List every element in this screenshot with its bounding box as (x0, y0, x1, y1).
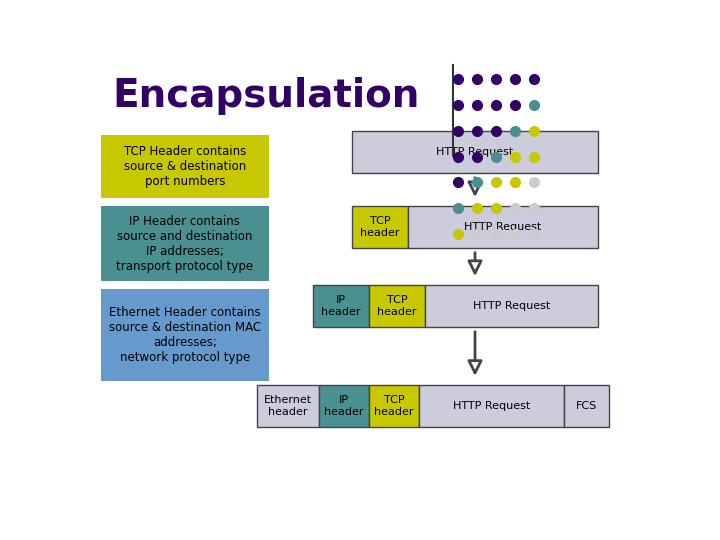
FancyBboxPatch shape (101, 206, 269, 281)
FancyBboxPatch shape (369, 385, 419, 427)
FancyBboxPatch shape (564, 385, 609, 427)
FancyBboxPatch shape (352, 206, 408, 248)
Text: IP
header: IP header (324, 395, 364, 416)
FancyBboxPatch shape (419, 385, 564, 427)
Text: IP Header contains
source and destination
IP addresses;
transport protocol type: IP Header contains source and destinatio… (117, 214, 253, 273)
FancyBboxPatch shape (408, 206, 598, 248)
Text: TCP
header: TCP header (377, 295, 417, 317)
Text: FCS: FCS (576, 401, 598, 411)
FancyBboxPatch shape (369, 285, 425, 327)
FancyBboxPatch shape (313, 285, 369, 327)
FancyBboxPatch shape (101, 136, 269, 198)
Text: Encapsulation: Encapsulation (112, 77, 420, 115)
Text: HTTP Request: HTTP Request (436, 147, 513, 157)
FancyBboxPatch shape (101, 289, 269, 381)
Text: TCP Header contains
source & destination
port numbers: TCP Header contains source & destination… (124, 145, 246, 188)
Text: IP
header: IP header (321, 295, 361, 317)
Text: HTTP Request: HTTP Request (464, 222, 541, 232)
FancyBboxPatch shape (258, 385, 319, 427)
Text: Ethernet
header: Ethernet header (264, 395, 312, 416)
Text: HTTP Request: HTTP Request (472, 301, 550, 311)
FancyBboxPatch shape (319, 385, 369, 427)
Text: TCP
header: TCP header (374, 395, 414, 416)
Text: HTTP Request: HTTP Request (453, 401, 531, 411)
FancyBboxPatch shape (352, 131, 598, 173)
FancyBboxPatch shape (425, 285, 598, 327)
Text: Ethernet Header contains
source & destination MAC
addresses;
network protocol ty: Ethernet Header contains source & destin… (109, 306, 261, 364)
Text: TCP
header: TCP header (361, 216, 400, 238)
